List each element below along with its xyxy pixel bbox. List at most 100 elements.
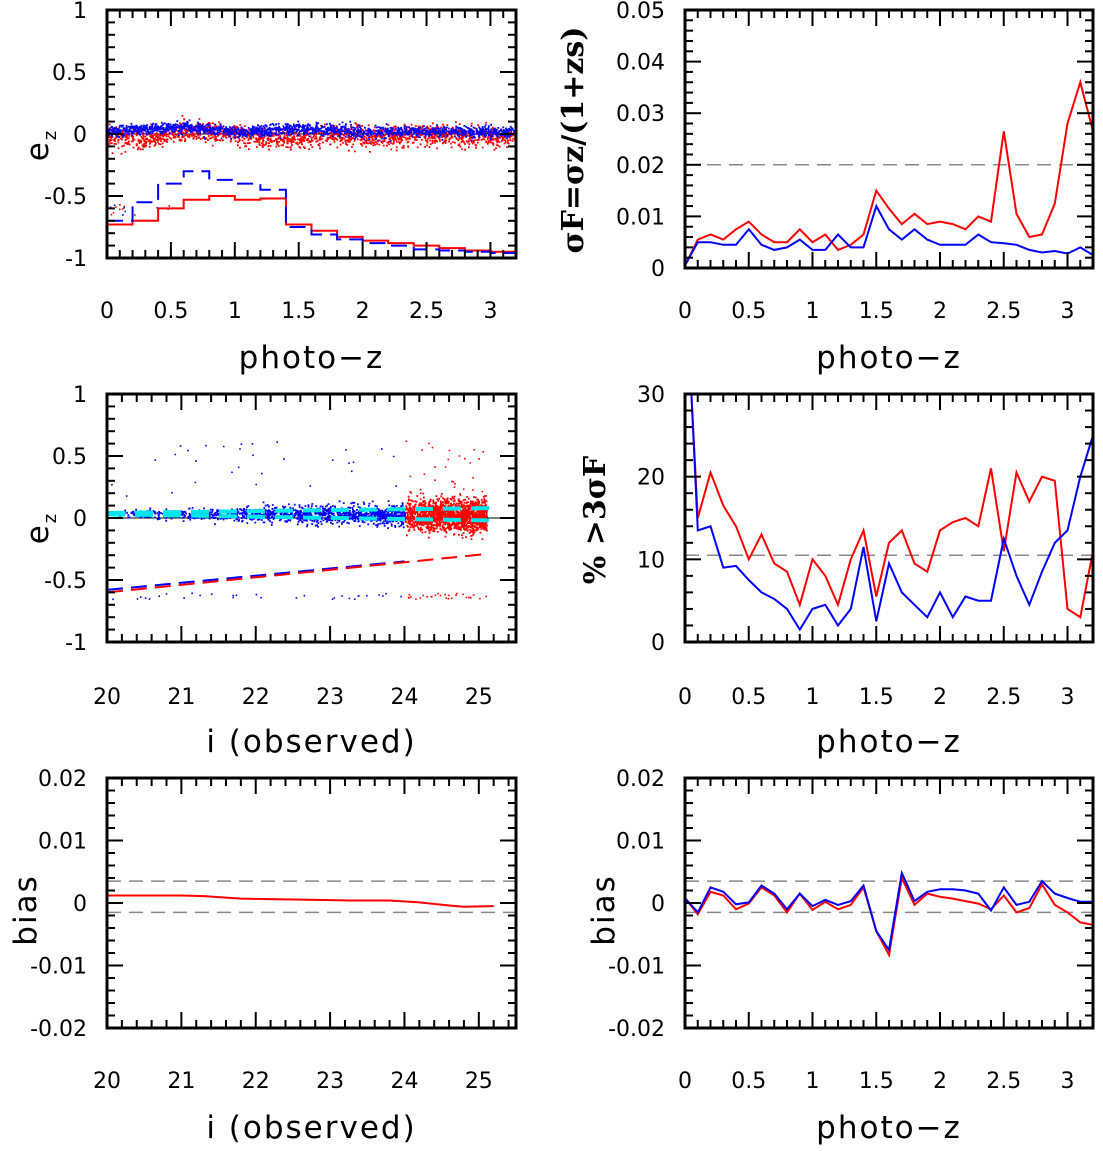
blue-series-line-2 xyxy=(107,560,405,591)
y-axis-label: ez xyxy=(20,129,61,162)
red-series-line-0 xyxy=(690,394,1093,619)
x-tick-label: 1 xyxy=(806,1069,820,1094)
x-tick-label: 2.5 xyxy=(986,299,1021,324)
y-tick-label: -0.01 xyxy=(30,955,87,980)
red-series-line-0 xyxy=(107,894,494,908)
y-tick-label: 0.5 xyxy=(52,61,87,86)
panel-ez-vs-imag: 20 21 22 23 24 25 -1 -0.5 0 0.5 1 i (observed) ez xyxy=(20,383,518,760)
blue-series-line-1 xyxy=(107,170,516,255)
plot-area xyxy=(107,115,516,255)
y-tick-label: 0.01 xyxy=(616,830,665,855)
x-tick-label: 23 xyxy=(316,685,344,710)
x-tick-label: 3 xyxy=(1061,299,1075,324)
x-axis-label: i (observed) xyxy=(206,724,416,760)
y-tick-label: 0.01 xyxy=(38,830,87,855)
y-tick-label: 0.02 xyxy=(616,767,665,792)
red-series-line-0 xyxy=(685,874,1093,958)
x-tick-label: 0 xyxy=(678,299,692,324)
y-tick-label: 30 xyxy=(637,383,665,408)
x-tick-label: 22 xyxy=(242,1069,270,1094)
x-tick-label: 1.5 xyxy=(859,299,894,324)
x-tick-label: 1 xyxy=(228,299,242,324)
y-tick-label: 0 xyxy=(73,507,87,532)
plot-frame xyxy=(105,776,518,1030)
y-tick-label: 0.05 xyxy=(616,0,665,24)
x-tick-label: 24 xyxy=(390,1069,418,1094)
cyan-series-line-1 xyxy=(107,512,494,523)
x-tick-label: 0 xyxy=(100,299,114,324)
y-tick-label: -1 xyxy=(65,247,87,272)
y-tick-label: 1 xyxy=(73,383,87,408)
x-tick-label: 2.5 xyxy=(986,1069,1021,1094)
y-tick-label: 1 xyxy=(73,0,87,24)
x-tick-label: 25 xyxy=(465,1069,493,1094)
plot-area xyxy=(685,869,1093,958)
x-axis-label: photo−z xyxy=(816,340,962,376)
x-tick-label: 21 xyxy=(167,685,195,710)
x-tick-label: 2.5 xyxy=(409,299,444,324)
panel-bias-vs-imag: 20 21 22 23 24 25 -0.02 -0.01 0 0.01 0.02 i (observ… xyxy=(8,767,518,1146)
y-tick-label: 0.02 xyxy=(38,767,87,792)
y-axis-label: σF=σz/(1+zs) xyxy=(556,27,591,254)
plot-area xyxy=(107,880,516,914)
y-axis-label: % >3σF xyxy=(578,456,613,584)
x-tick-label: 3 xyxy=(483,299,497,324)
blue-scatter-points xyxy=(107,119,516,216)
x-tick-label: 2 xyxy=(933,1069,947,1094)
blue-series-line-1 xyxy=(690,394,1093,632)
x-tick-label: 0 xyxy=(678,1069,692,1094)
y-tick-label: 0 xyxy=(73,123,87,148)
y-tick-label: 0 xyxy=(651,257,665,282)
x-axis-label: photo−z xyxy=(816,1110,962,1146)
y-tick-label: -0.02 xyxy=(608,1017,665,1042)
x-tick-label: 0 xyxy=(678,685,692,710)
x-tick-label: 0.5 xyxy=(731,1069,766,1094)
x-tick-label: 0.5 xyxy=(153,299,188,324)
plot-area xyxy=(107,440,516,601)
x-axis-label: photo−z xyxy=(239,340,385,376)
y-tick-label: -0.5 xyxy=(44,185,87,210)
x-tick-label: 25 xyxy=(465,685,493,710)
y-tick-label: 0.02 xyxy=(616,154,665,179)
cyan-series-line-0 xyxy=(107,506,494,515)
y-tick-label: 0.03 xyxy=(616,102,665,127)
plot-area xyxy=(685,78,1093,266)
x-tick-label: 0.5 xyxy=(731,685,766,710)
y-tick-label: 0.5 xyxy=(52,445,87,470)
y-tick-label: -0.5 xyxy=(44,569,87,594)
x-tick-label: 2.5 xyxy=(986,685,1021,710)
panel-sigmaf-vs-photoz: 0 0.5 1 1.5 2 2.5 3 0 0.01 0.02 0.03 0.04 0.05 photo−… xyxy=(556,0,1095,376)
x-tick-label: 24 xyxy=(390,685,418,710)
x-tick-label: 1.5 xyxy=(859,685,894,710)
plot-frame xyxy=(683,392,1095,644)
plot-area xyxy=(685,394,1093,632)
y-axis-label: bias xyxy=(8,874,44,945)
x-tick-label: 2 xyxy=(933,299,947,324)
y-tick-label: 0 xyxy=(651,892,665,917)
x-tick-label: 3 xyxy=(1061,685,1075,710)
x-tick-label: 1 xyxy=(806,299,820,324)
red-series-line-0 xyxy=(685,78,1093,266)
x-tick-label: 22 xyxy=(242,685,270,710)
x-tick-label: 3 xyxy=(1061,1069,1075,1094)
y-tick-label: -1 xyxy=(65,631,87,656)
x-tick-label: 1.5 xyxy=(281,299,316,324)
y-tick-label: 0.04 xyxy=(616,51,665,76)
y-tick-label: 20 xyxy=(637,466,665,491)
blue-series-line-1 xyxy=(685,869,1093,953)
red-series-line-0 xyxy=(107,195,516,253)
x-tick-label: 20 xyxy=(93,685,121,710)
y-tick-label: -0.01 xyxy=(608,955,665,980)
x-tick-label: 20 xyxy=(93,1069,121,1094)
blue-series-line-1 xyxy=(685,203,1093,266)
red-series-line-3 xyxy=(107,553,487,594)
y-tick-label: 0.01 xyxy=(616,205,665,230)
x-tick-label: 2 xyxy=(933,685,947,710)
y-tick-label: 0 xyxy=(651,631,665,656)
y-tick-label: 10 xyxy=(637,548,665,573)
panel-bias-vs-photoz: 0 0.5 1 1.5 2 2.5 3 -0.02 -0.01 0 0.01 0.02 photo−z b… xyxy=(586,767,1095,1146)
x-tick-label: 1 xyxy=(806,685,820,710)
y-tick-label: -0.02 xyxy=(30,1017,87,1042)
